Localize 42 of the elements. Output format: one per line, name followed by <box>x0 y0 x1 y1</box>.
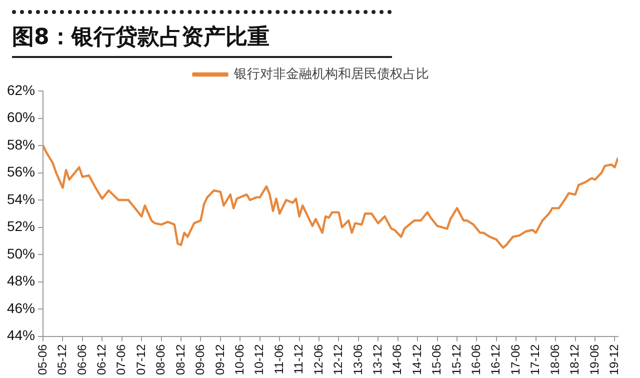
x-tick-label: 18-12 <box>568 344 582 376</box>
chart-title: 图8：银行贷款占资产比重 <box>12 10 392 58</box>
x-tick-label: 14-12 <box>410 344 424 376</box>
y-tick-label: 54% <box>6 190 36 207</box>
x-tick-label: 09-12 <box>212 344 227 376</box>
x-tick-label: 06-06 <box>74 344 89 376</box>
x-tick-label: 14-06 <box>390 344 404 376</box>
x-tick-label: 05-06 <box>35 344 50 376</box>
x-tick-label: 10-06 <box>232 344 246 376</box>
x-tick-label: 18-06 <box>548 344 562 376</box>
x-tick-label: 05-12 <box>55 344 70 376</box>
x-tick-label: 12-12 <box>331 344 346 376</box>
y-tick-label: 62% <box>6 82 36 98</box>
y-tick-label: 56% <box>6 164 36 180</box>
x-tick-label: 15-06 <box>430 344 444 376</box>
y-tick-label: 58% <box>6 136 36 152</box>
x-tick-label: 10-12 <box>252 344 266 376</box>
x-tick-label: 08-06 <box>154 344 168 376</box>
x-tick-label: 19-12 <box>607 344 622 376</box>
x-tick-label: 07-12 <box>134 344 148 376</box>
y-tick-label: 60% <box>6 109 36 126</box>
x-tick-label: 15-12 <box>449 344 464 376</box>
x-tick-label: 11-06 <box>272 344 286 374</box>
x-tick-label: 07-06 <box>114 344 128 376</box>
y-tick-label: 44% <box>6 327 36 344</box>
y-tick-label: 48% <box>6 272 36 289</box>
x-tick-label: 16-06 <box>469 344 484 376</box>
x-tick-label: 11-12 <box>292 344 306 374</box>
x-tick-label: 09-06 <box>193 344 208 376</box>
x-tick-label: 06-12 <box>94 344 108 376</box>
legend-label: 银行对非金融机构和居民债权占比 <box>232 66 429 82</box>
x-tick-label: 13-06 <box>350 344 365 376</box>
x-tick-label: 19-06 <box>587 344 602 376</box>
x-tick-label: 16-12 <box>488 344 503 376</box>
x-tick-label: 12-06 <box>311 344 326 376</box>
x-tick-label: 08-12 <box>173 344 188 376</box>
y-tick-label: 50% <box>6 245 36 262</box>
x-tick-label: 13-12 <box>370 344 384 376</box>
y-tick-label: 52% <box>6 218 36 234</box>
x-tick-label: 17-12 <box>528 344 542 376</box>
x-tick-label: 17-06 <box>508 344 522 376</box>
y-tick-label: 46% <box>6 300 36 316</box>
